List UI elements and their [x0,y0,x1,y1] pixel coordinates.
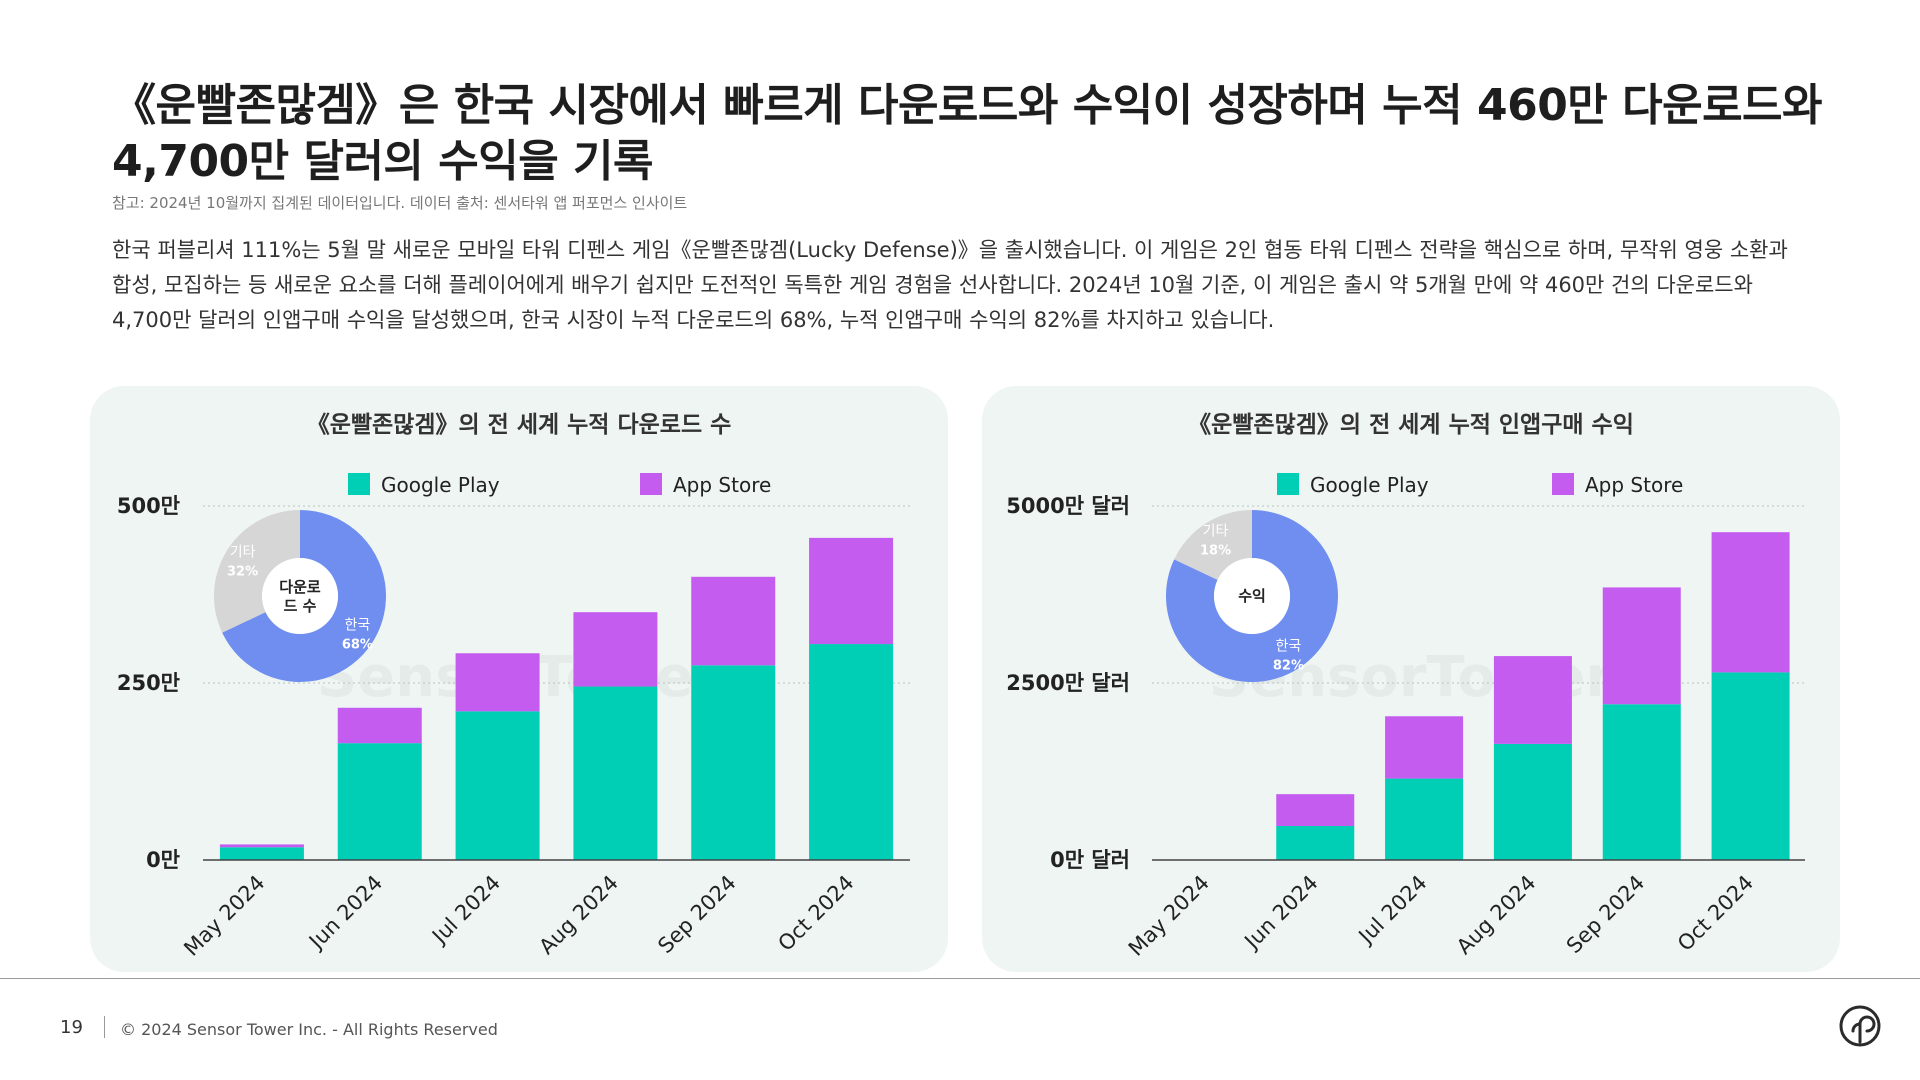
bar-google-play [455,711,540,860]
x-tick-label: Jul 2024 [426,871,505,950]
page-title: 《운빨존많겜》은 한국 시장에서 빠르게 다운로드와 수익이 성장하며 누적 4… [112,80,1823,187]
footer-separator [104,1016,105,1038]
x-tick-label: Jun 2024 [303,871,387,955]
x-tick-label: Oct 2024 [1673,871,1758,956]
y-tick-label: 0만 달러 [1050,848,1130,872]
bar-app-store [1602,587,1681,705]
legend-swatch-app-store [640,473,662,495]
legend-swatch-google-play [348,473,370,495]
donut-slice-value: 82% [1273,658,1304,673]
donut-slice-other [214,510,300,633]
bar-app-store [691,576,776,666]
bar-app-store [809,537,894,645]
bar-app-store [1493,656,1572,744]
x-tick-label: Sep 2024 [1562,871,1649,958]
downloads-chart: SensorTower《운빨존많겜》의 전 세계 누적 다운로드 수Google… [117,412,910,961]
bar-google-play [809,644,894,860]
x-tick-label: Aug 2024 [1452,871,1540,959]
x-tick-label: May 2024 [1124,871,1214,961]
x-tick-label: Jul 2024 [1353,871,1432,950]
y-tick-label: 2500만 달러 [1006,671,1130,695]
donut-slice-label: 기타 [1203,524,1229,540]
donut-slice-label: 기타 [230,545,256,561]
bar-app-store [1276,794,1355,827]
donut-hole [1214,558,1290,634]
legend-label-google-play: Google Play [1310,473,1429,497]
x-tick-label: Oct 2024 [773,871,858,956]
bar-app-store [219,844,304,848]
bar-google-play [1602,704,1681,860]
donut-slice-korea [222,510,386,682]
donut-slice-korea [1166,510,1338,682]
bar-google-play [1276,826,1355,860]
donut-center-label: 드 수 [284,597,317,615]
bar-app-store [1385,716,1464,779]
x-tick-label: Jun 2024 [1239,871,1323,955]
legend-label-app-store: App Store [1585,473,1683,497]
legend-label-app-store: App Store [673,473,771,497]
revenue-chart-panel: SensorTower 《운빨존많겜》의 전 세계 누적 인앱구매 수익 Googl… [982,386,1840,972]
donut-slice-value: 68% [342,637,373,652]
donut-slice-other [1174,510,1252,580]
bar-app-store [455,653,540,712]
y-tick-label: 250만 [117,671,180,695]
data-source-note: 참고: 2024년 10월까지 집계된 데이터입니다. 데이터 출처: 센서타워… [112,194,688,212]
revenue-chart: SensorTower《운빨존많겜》의 전 세계 누적 인앱구매 수익Googl… [1006,412,1805,961]
copyright-text: © 2024 Sensor Tower Inc. - All Rights Re… [120,1020,498,1039]
y-tick-label: 5000만 달러 [1006,494,1130,518]
donut-slice-value: 18% [1200,544,1231,559]
x-tick-label: Sep 2024 [653,871,740,958]
y-tick-label: 500만 [117,494,180,518]
chart-title: 《운빨존많겜》의 전 세계 누적 다운로드 수 [307,412,732,438]
donut-center-label: 수익 [1238,587,1266,605]
downloads-chart-panel: SensorTower《운빨존많겜》의 전 세계 누적 다운로드 수Google… [90,386,948,972]
legend-swatch-app-store [1552,473,1574,495]
sensortower-logo-icon [1839,1005,1881,1047]
donut-slice-label: 한국 [345,617,371,633]
bar-google-play [337,743,422,860]
bar-google-play [691,665,776,860]
description-paragraph: 한국 퍼블리셔 111%는 5월 말 새로운 모바일 타워 디펜스 게임《운빨존… [112,238,1788,332]
chart-title: 《운빨존많겜》의 전 세계 누적 인앱구매 수익 [1188,412,1634,438]
bar-app-store [573,612,658,687]
x-tick-label: May 2024 [179,871,269,961]
donut-slice-label: 한국 [1276,638,1302,654]
donut-center-label: 다운로 [279,578,321,596]
x-tick-label: Aug 2024 [534,871,622,959]
bar-google-play [1711,672,1790,860]
bar-google-play [1493,743,1572,860]
donut-slice-value: 32% [227,565,258,580]
legend-swatch-google-play [1277,473,1299,495]
legend-label-google-play: Google Play [381,473,500,497]
bar-google-play [219,847,304,860]
bar-google-play [573,686,658,860]
bar-app-store [1711,532,1790,673]
y-tick-label: 0만 [146,848,180,872]
page-number: 19 [60,1017,83,1038]
donut-hole [262,558,338,634]
footer-divider [0,978,1920,979]
bar-app-store [337,707,422,744]
bar-google-play [1385,778,1464,860]
